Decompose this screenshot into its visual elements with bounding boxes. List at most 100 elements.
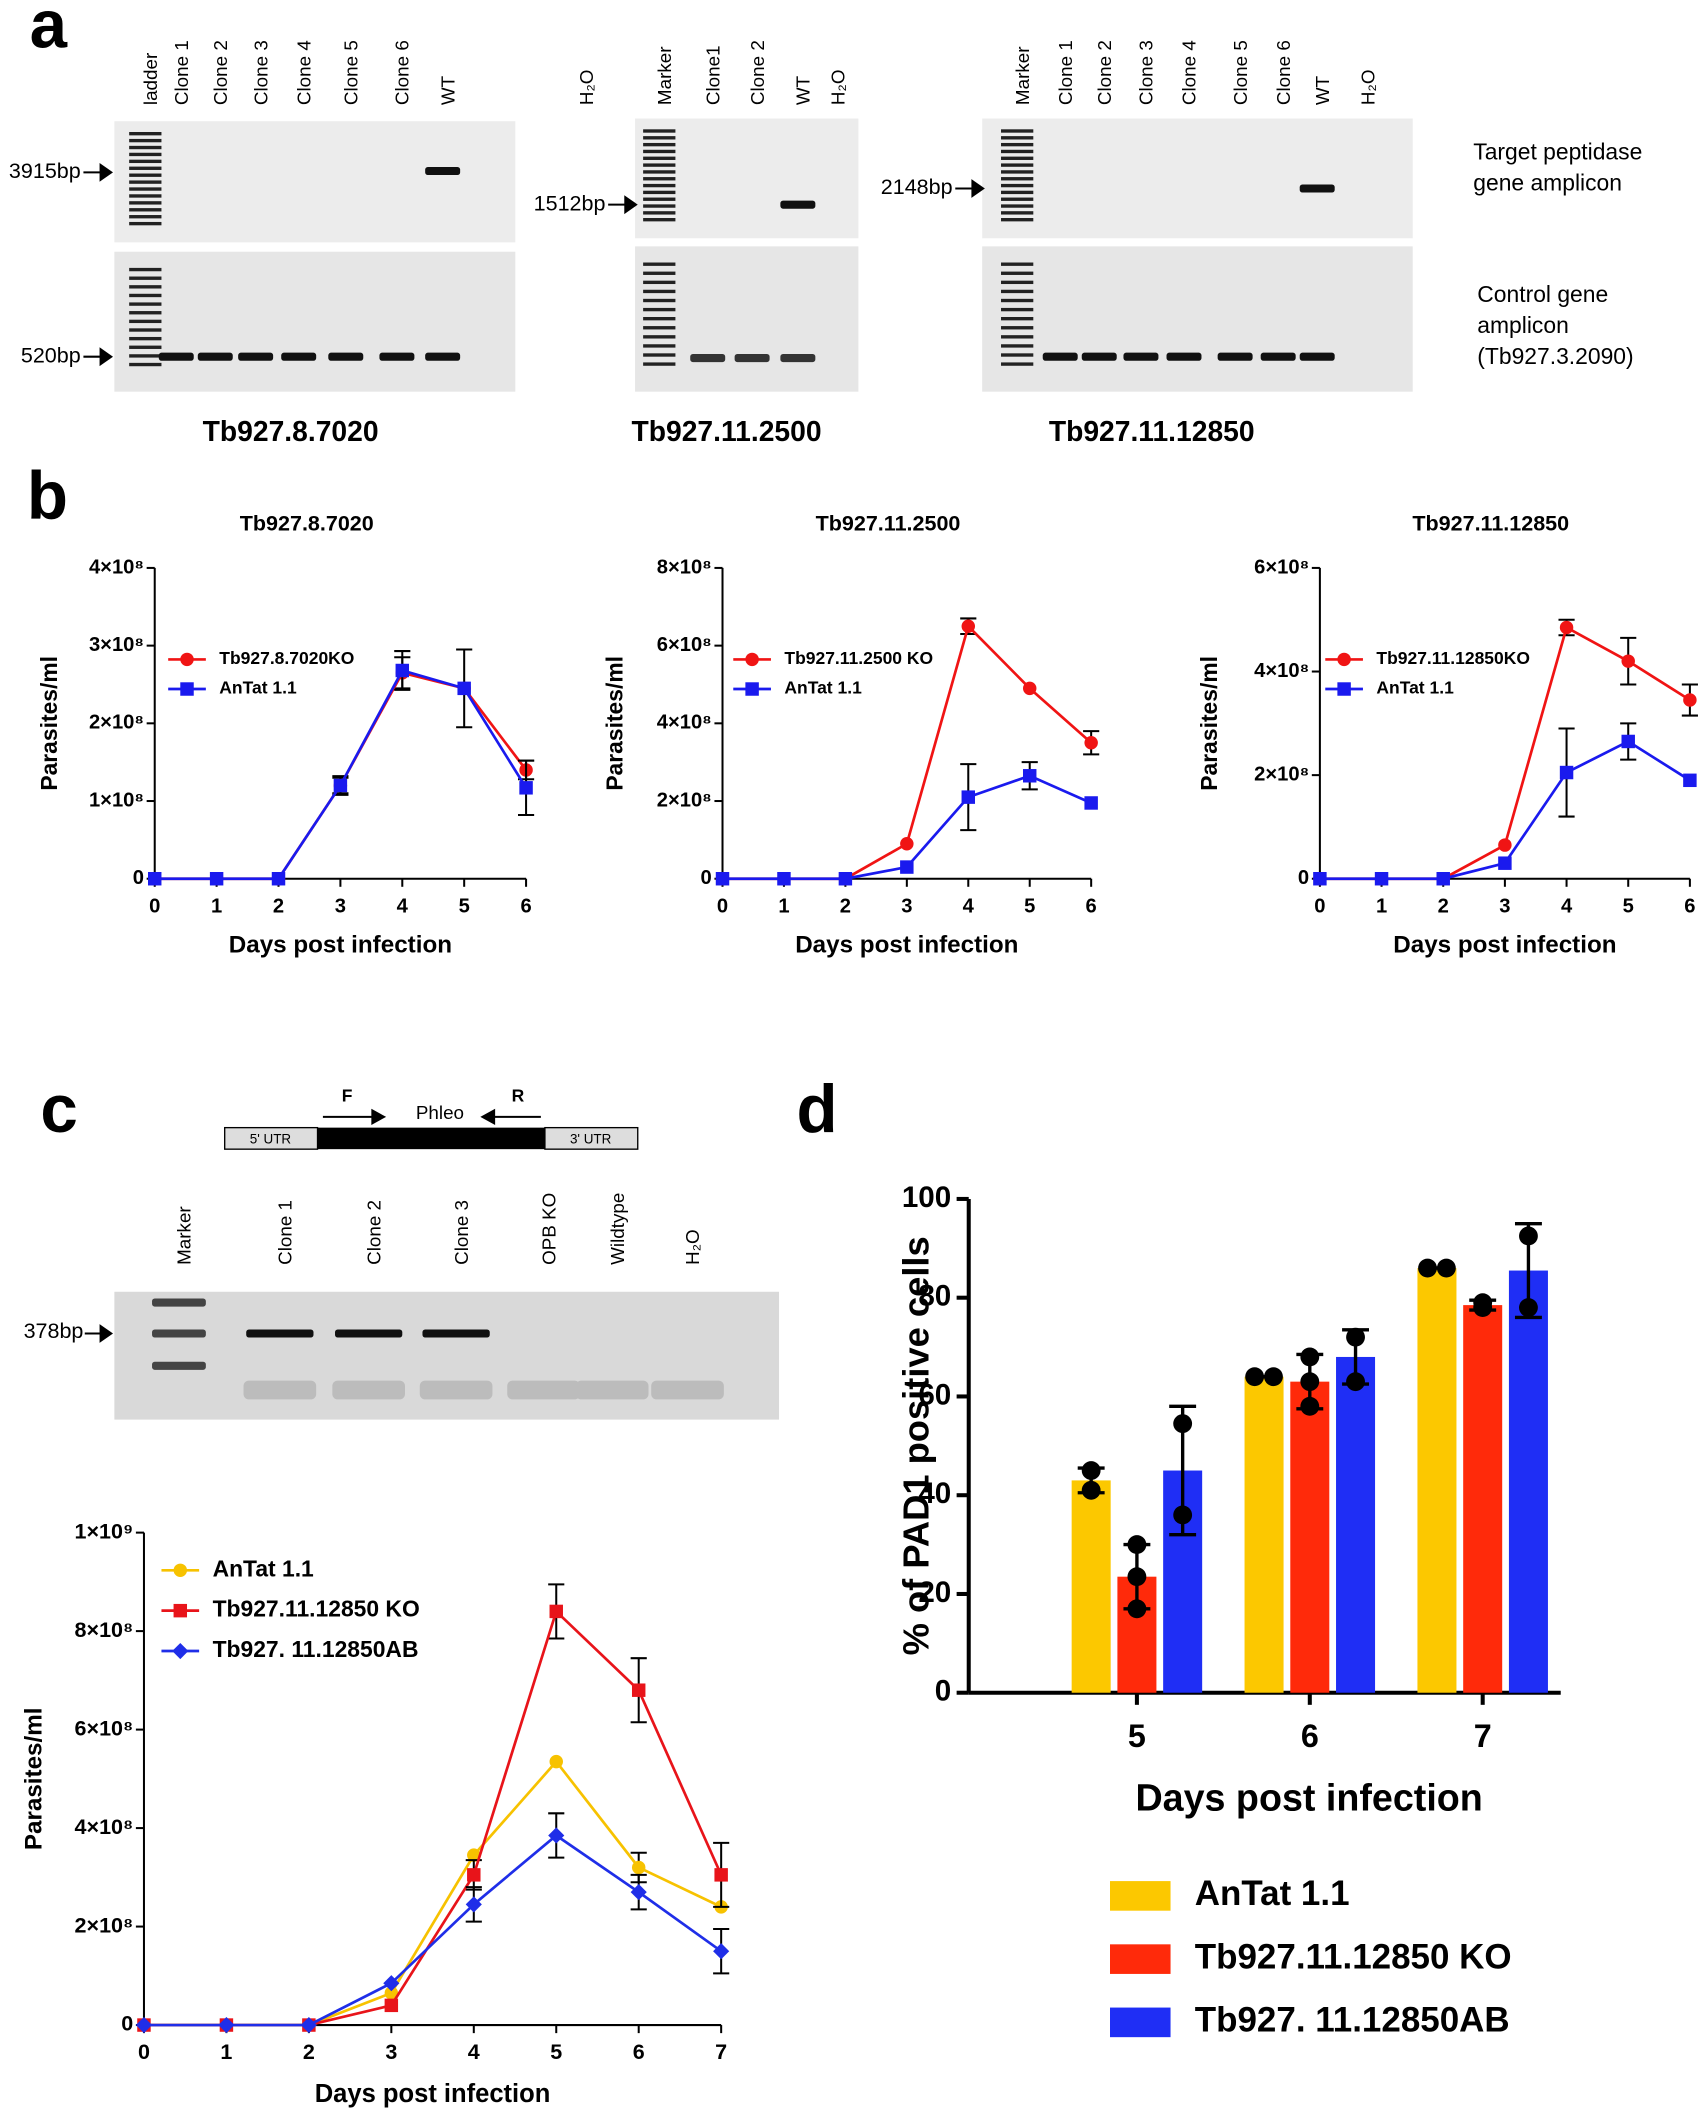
ladder-band [129, 293, 162, 298]
gel-band [152, 1329, 206, 1338]
ladder-band [643, 170, 676, 174]
primer-head [480, 1108, 496, 1125]
panel-letter: a [30, 0, 68, 63]
gel-band [158, 352, 194, 361]
primer-dimer [243, 1380, 317, 1400]
data-point [1436, 1258, 1456, 1278]
ladder-band [1001, 326, 1034, 330]
data-point [465, 1896, 482, 1913]
data-point [1127, 1535, 1147, 1555]
ladder-band [643, 142, 676, 147]
x-axis-label: Days post infection [315, 2080, 551, 2108]
lane-label: Clone 3 [451, 1200, 472, 1265]
data-point [1498, 856, 1512, 870]
legend-label: Tb927.11.2500 KO [784, 648, 933, 668]
gel-band [246, 1329, 314, 1338]
gel-band [1081, 352, 1117, 361]
y-tick-label: 100 [902, 1181, 951, 1214]
lane-label: Clone 2 [210, 40, 231, 105]
lane-label: Clone 4 [1179, 40, 1200, 105]
gel-band [1166, 352, 1202, 361]
ladder-band [1001, 307, 1034, 312]
data-point [1346, 1372, 1365, 1392]
gel-image [982, 118, 1413, 239]
y-tick-label: 4×10⁸ [89, 556, 144, 578]
lane-label: Clone 3 [250, 40, 271, 105]
ladder-band [1001, 271, 1034, 275]
ladder-band [129, 311, 162, 315]
series-line [143, 1833, 722, 2027]
x-tick-label: 0 [717, 895, 728, 917]
bar [1463, 1305, 1503, 1693]
data-point [271, 872, 286, 886]
ladder-band [129, 166, 162, 170]
y-tick-label: 4×10⁸ [75, 1815, 134, 1839]
utr-label: 5' UTR [250, 1131, 292, 1146]
y-axis-label: Parasites/ml [36, 656, 62, 791]
gel-note: (Tb927.3.2090) [1477, 343, 1633, 369]
gel-image [114, 121, 516, 243]
data-point [1084, 736, 1098, 750]
x-tick-label: 2 [273, 895, 284, 917]
size-label: 378bp [24, 1319, 84, 1343]
data-point [631, 1683, 646, 1697]
gel-note: amplicon [1477, 312, 1568, 338]
ladder-band [1001, 218, 1034, 222]
x-tick-label: 7 [1474, 1718, 1492, 1754]
x-axis-label: Days post infection [795, 931, 1018, 958]
x-tick-label: 1 [211, 895, 222, 917]
x-tick-label: 1 [1376, 895, 1387, 917]
y-tick-label: 4×10⁸ [1254, 660, 1309, 682]
x-tick-label: 5 [459, 895, 470, 917]
data-point [631, 1860, 646, 1875]
data-point [333, 778, 348, 793]
y-tick-label: 2×10⁸ [89, 712, 144, 734]
lane-label: Wildtype [607, 1193, 628, 1265]
ladder-band [129, 302, 162, 306]
lane-label: H₂O [828, 70, 849, 106]
ladder-band [1001, 156, 1034, 160]
ladder-band [643, 177, 676, 181]
ladder-band [643, 218, 676, 222]
ladder-band [643, 136, 676, 140]
gel-band [1299, 352, 1335, 361]
y-tick-label: 3×10⁸ [89, 634, 144, 656]
data-point [961, 790, 976, 804]
x-tick-label: 3 [385, 2040, 397, 2064]
data-point [1173, 1414, 1193, 1434]
data-point [1559, 765, 1574, 780]
data-point [148, 872, 162, 886]
x-axis-label: Days post infection [1135, 1776, 1482, 1818]
utr-label: 3' UTR [570, 1131, 612, 1146]
data-point [1173, 1505, 1193, 1525]
legend-swatch [1110, 2007, 1171, 2038]
primer-dimer [507, 1380, 580, 1400]
x-tick-label: 6 [1086, 895, 1097, 917]
gel-band [238, 352, 274, 361]
data-point [519, 781, 533, 795]
x-tick-label: 1 [778, 895, 789, 917]
lane-label: Clone 6 [1273, 40, 1294, 105]
gel-band [152, 1298, 206, 1307]
data-point [384, 1998, 399, 2013]
gene-title: Tb927.11.12850 [1049, 415, 1255, 447]
lane-label: H₂O [1358, 70, 1379, 106]
gel-band [425, 352, 461, 361]
gel-band [1123, 352, 1159, 361]
y-tick-label: 0 [701, 867, 712, 889]
bar [1244, 1376, 1284, 1693]
legend-label: Tb927.8.7020KO [219, 648, 354, 668]
data-point [1621, 654, 1635, 668]
legend-label: Tb927.11.12850 KO [1195, 1937, 1512, 1976]
y-tick-label: 6×10⁸ [657, 634, 712, 656]
data-point [1300, 1372, 1320, 1392]
data-point [1519, 1226, 1538, 1246]
lane-label: H₂O [682, 1229, 703, 1265]
data-point [961, 619, 976, 633]
bar [1071, 1480, 1111, 1693]
gel-band [281, 352, 317, 361]
panel-letter: c [40, 1072, 77, 1147]
y-tick-label: 0 [1298, 867, 1309, 889]
ladder-band [129, 194, 162, 198]
